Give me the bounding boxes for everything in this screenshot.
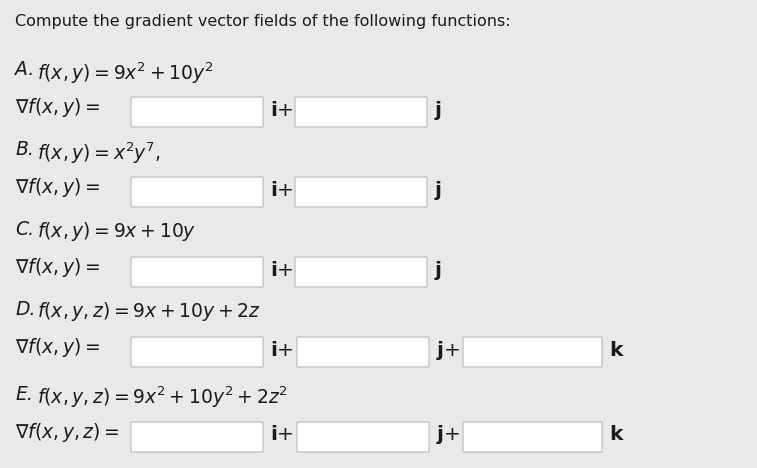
Text: $\nabla f(x, y) =$: $\nabla f(x, y) =$ — [15, 96, 100, 119]
Text: $\mathbf{j}$: $\mathbf{j}$ — [434, 258, 442, 281]
Text: E.: E. — [15, 385, 33, 404]
FancyBboxPatch shape — [463, 337, 602, 367]
Text: $\mathbf{i}$+: $\mathbf{i}$+ — [270, 181, 294, 199]
FancyBboxPatch shape — [463, 422, 602, 452]
FancyBboxPatch shape — [295, 97, 427, 127]
FancyBboxPatch shape — [295, 177, 427, 207]
FancyBboxPatch shape — [131, 97, 263, 127]
Text: C.: C. — [15, 220, 34, 239]
Text: $\mathbf{i}$+: $\mathbf{i}$+ — [270, 261, 294, 279]
Text: $\mathbf{j}$+: $\mathbf{j}$+ — [436, 424, 460, 446]
Text: $\mathbf{j}$: $\mathbf{j}$ — [434, 98, 442, 122]
Text: $\nabla f(x, y, z) =$: $\nabla f(x, y, z) =$ — [15, 421, 120, 444]
FancyBboxPatch shape — [297, 422, 429, 452]
Text: $\mathbf{k}$: $\mathbf{k}$ — [609, 341, 625, 359]
FancyBboxPatch shape — [131, 422, 263, 452]
FancyBboxPatch shape — [131, 177, 263, 207]
Text: $\mathbf{i}$+: $\mathbf{i}$+ — [270, 101, 294, 119]
Text: $\mathbf{j}$: $\mathbf{j}$ — [434, 178, 442, 202]
Text: Compute the gradient vector fields of the following functions:: Compute the gradient vector fields of th… — [15, 14, 511, 29]
Text: $\nabla f(x, y) =$: $\nabla f(x, y) =$ — [15, 336, 100, 359]
FancyBboxPatch shape — [297, 337, 429, 367]
FancyBboxPatch shape — [295, 257, 427, 287]
Text: B.: B. — [15, 140, 34, 159]
FancyBboxPatch shape — [131, 337, 263, 367]
Text: $f(x, y, z) = 9x^2 + 10y^2 + 2z^2$: $f(x, y, z) = 9x^2 + 10y^2 + 2z^2$ — [37, 385, 288, 410]
Text: $f(x, y) = 9x^2 + 10y^2$: $f(x, y) = 9x^2 + 10y^2$ — [37, 60, 214, 86]
Text: $\mathbf{i}$+: $\mathbf{i}$+ — [270, 425, 294, 445]
Text: $f(x, y) = 9x + 10y$: $f(x, y) = 9x + 10y$ — [37, 220, 196, 243]
Text: $\mathbf{i}$+: $\mathbf{i}$+ — [270, 341, 294, 359]
Text: A.: A. — [15, 60, 34, 79]
Text: $\nabla f(x, y) =$: $\nabla f(x, y) =$ — [15, 256, 100, 279]
Text: $\mathbf{k}$: $\mathbf{k}$ — [609, 425, 625, 445]
Text: D.: D. — [15, 300, 36, 319]
Text: $\mathbf{j}$+: $\mathbf{j}$+ — [436, 338, 460, 361]
FancyBboxPatch shape — [131, 257, 263, 287]
Text: $f(x, y, z) = 9x + 10y + 2z$: $f(x, y, z) = 9x + 10y + 2z$ — [37, 300, 260, 323]
Text: $f(x, y) = x^2y^7,$: $f(x, y) = x^2y^7,$ — [37, 140, 161, 166]
Text: $\nabla f(x, y) =$: $\nabla f(x, y) =$ — [15, 176, 100, 199]
